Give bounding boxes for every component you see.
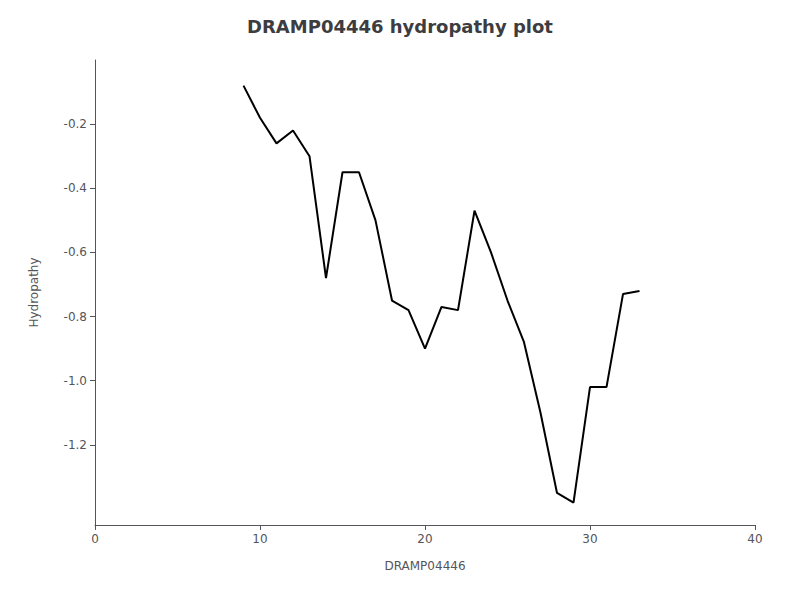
svg-text:Hydropathy: Hydropathy bbox=[27, 257, 41, 327]
svg-text:-1.0: -1.0 bbox=[64, 374, 87, 388]
svg-text:20: 20 bbox=[417, 532, 432, 546]
svg-text:-0.6: -0.6 bbox=[64, 245, 87, 259]
svg-text:-0.2: -0.2 bbox=[64, 117, 87, 131]
svg-text:-0.4: -0.4 bbox=[64, 181, 87, 195]
svg-text:DRAMP04446 hydropathy plot: DRAMP04446 hydropathy plot bbox=[247, 16, 553, 37]
svg-text:-1.2: -1.2 bbox=[64, 438, 87, 452]
svg-text:-0.8: -0.8 bbox=[64, 310, 87, 324]
svg-text:30: 30 bbox=[582, 532, 597, 546]
svg-text:0: 0 bbox=[91, 532, 99, 546]
svg-text:DRAMP04446: DRAMP04446 bbox=[384, 559, 465, 573]
svg-text:40: 40 bbox=[747, 532, 762, 546]
svg-text:10: 10 bbox=[252, 532, 267, 546]
